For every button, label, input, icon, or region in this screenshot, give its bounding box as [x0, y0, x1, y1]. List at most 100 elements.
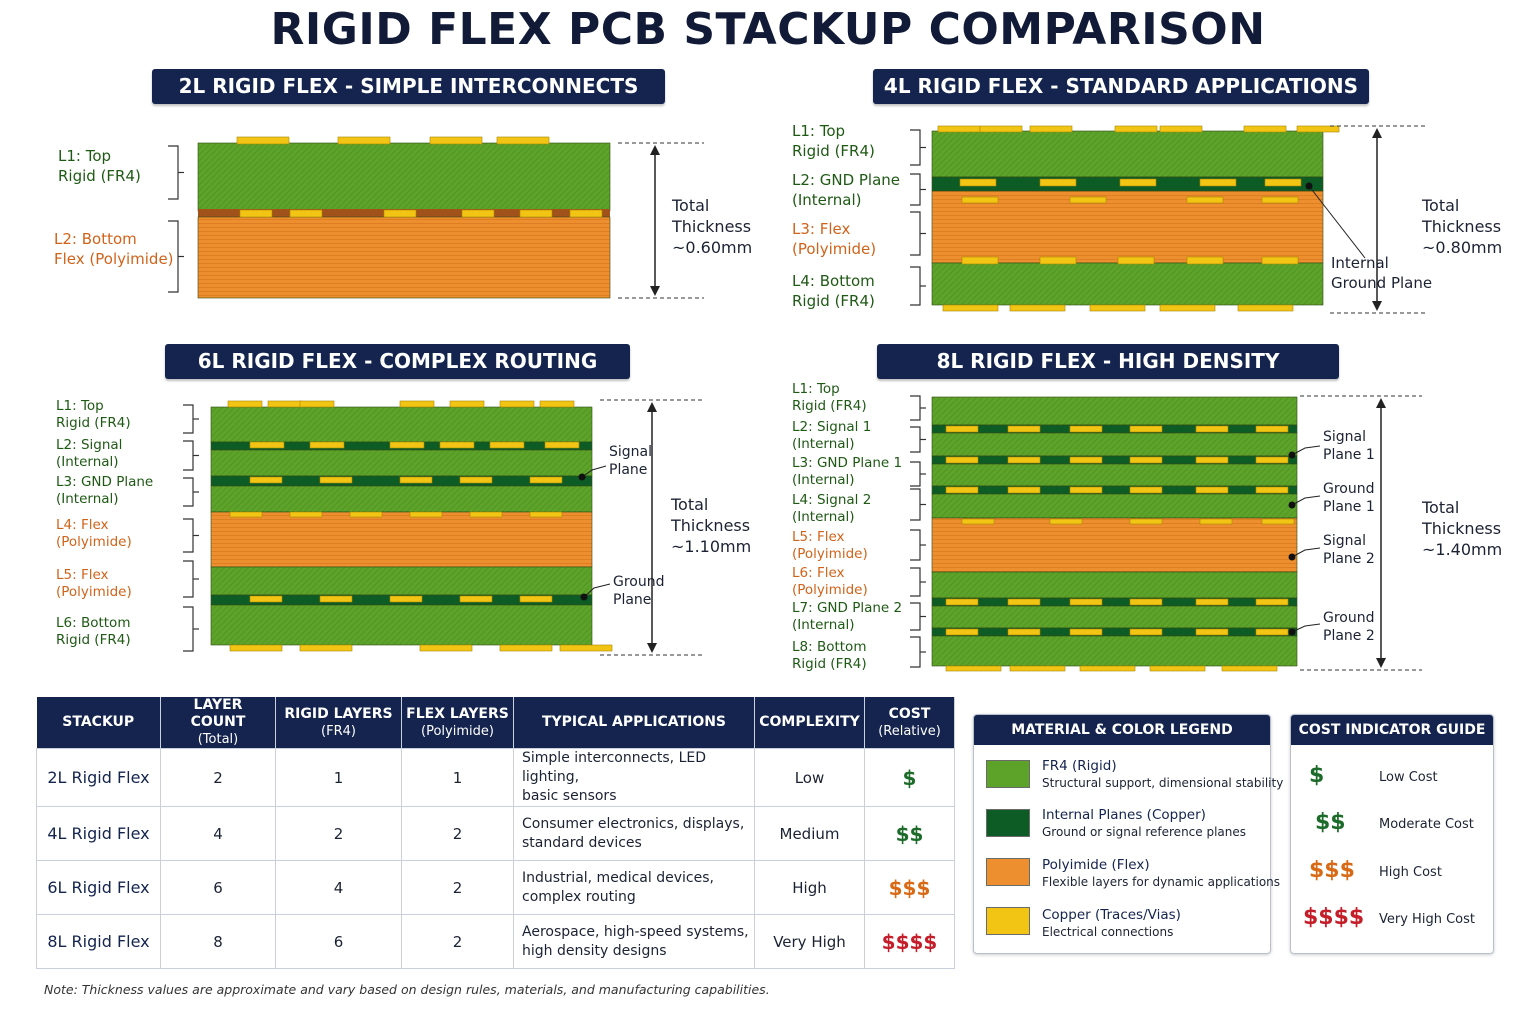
material-legend: MATERIAL & COLOR LEGEND FR4 (Rigid) Stru… [973, 714, 1283, 954]
copper-trace [1079, 665, 1136, 672]
stackup-6l-banner: 6L RIGID FLEX - COMPLEX ROUTING [165, 344, 630, 379]
copper-trace [1159, 125, 1203, 133]
copper-trace [1129, 598, 1163, 606]
copper-trace [1129, 628, 1163, 636]
fr4-layer [931, 130, 1324, 178]
column-header: LAYER COUNT (Total) [160, 697, 276, 749]
layer-label: L2: GND Plane (Internal) [792, 171, 901, 209]
copper-trace [945, 628, 979, 636]
callout-dot [1288, 501, 1296, 509]
copper-trace [1069, 425, 1103, 433]
copper-trace [1159, 304, 1216, 312]
stackup-cell: 2L Rigid Flex [36, 748, 161, 807]
cost-cell: $$$ [864, 860, 955, 915]
copper-trace [409, 511, 443, 518]
layer-bracket [183, 560, 194, 598]
copper-trace [429, 136, 483, 145]
layer-count-cell: 6 [160, 860, 276, 915]
layer-label: L5: Flex (Polyimide) [56, 567, 132, 600]
arrow-head [647, 402, 657, 412]
copper-trace [459, 476, 493, 484]
copper-trace [1195, 425, 1229, 433]
callout-dot [580, 593, 588, 601]
copper-trace [319, 476, 353, 484]
copper-trace [1243, 125, 1287, 133]
layer-bracket [910, 567, 921, 597]
legend-item-desc: Electrical connections [1042, 925, 1174, 939]
cost-label: Low Cost [1379, 770, 1438, 785]
fr4-layer [931, 605, 1298, 629]
total-thickness-label: Total Thickness ~1.10mm [671, 495, 752, 556]
arrow-head [650, 286, 660, 296]
copper-trace [1117, 256, 1155, 265]
callout-leader [583, 583, 611, 598]
table-row: 2L Rigid Flex 2 1 1 Simple interconnects… [36, 748, 955, 807]
layer-bracket [910, 529, 921, 561]
layer-bracket [910, 266, 921, 306]
copper-trace [459, 595, 493, 603]
flex-layers-cell: 2 [401, 914, 514, 969]
legend-item-desc: Structural support, dimensional stabilit… [1042, 776, 1284, 790]
legend-title: MATERIAL & COLOR LEGEND [974, 715, 1270, 745]
callout-leader [1291, 623, 1321, 633]
applications-cell: Simple interconnects, LED lighting, basic… [513, 748, 755, 807]
layer-bracket [168, 145, 179, 200]
complexity-cell: High [754, 860, 865, 915]
fr4-layer [931, 493, 1298, 519]
applications-cell: Aerospace, high-speed systems, high densi… [513, 914, 755, 969]
copper-trace [529, 511, 563, 518]
column-header: FLEX LAYERS (Polyimide) [401, 697, 514, 749]
layer-label: L1: Top Rigid (FR4) [56, 398, 131, 431]
arrow-head [1372, 128, 1382, 138]
copper-trace [519, 595, 553, 603]
polyimide-layer [931, 517, 1298, 573]
copper-trace [1007, 486, 1041, 494]
copper-trace [1009, 665, 1066, 672]
copper-trace [389, 441, 425, 449]
column-header: STACKUP [36, 697, 161, 749]
copper-trace [1114, 125, 1158, 133]
layer-label: L6: Bottom Rigid (FR4) [56, 615, 131, 648]
copper-trace [1195, 486, 1229, 494]
layer-count-cell: 8 [160, 914, 276, 969]
layer-label: L3: GND Plane (Internal) [56, 474, 154, 507]
callout-dot [578, 473, 586, 481]
layer-label: L5: Flex (Polyimide) [792, 529, 868, 562]
legend-item-title: Polyimide (Flex) [1042, 857, 1150, 873]
stackup-2l-diagram [168, 136, 704, 299]
copper-trace [399, 476, 433, 484]
layer-label: L4: Flex (Polyimide) [56, 517, 132, 550]
copper-trace [1089, 304, 1146, 312]
fr4-layer [931, 262, 1324, 306]
copper-trace [461, 209, 495, 218]
polyimide-swatch [986, 858, 1030, 886]
layer-label: L2: Bottom Flex (Polyimide) [54, 230, 174, 268]
fr4-layer [931, 635, 1298, 667]
internal-plane-layer [931, 455, 1298, 465]
copper-trace [1255, 456, 1289, 464]
copper-trace [1237, 304, 1294, 312]
copper-trace [1007, 598, 1041, 606]
copper-trace [249, 595, 283, 603]
stackup-4l-banner: 4L RIGID FLEX - STANDARD APPLICATIONS [873, 69, 1369, 104]
copper-trace [249, 441, 285, 449]
copper-trace [383, 209, 417, 218]
copper-trace [1195, 598, 1229, 606]
copper-trace [1069, 598, 1103, 606]
copper-trace [229, 644, 283, 652]
callout-leader [1308, 185, 1366, 259]
cost-label: High Cost [1379, 865, 1442, 880]
column-header: COST (Relative) [864, 697, 955, 749]
page-title: RIGID FLEX PCB STACKUP COMPARISON [270, 4, 1266, 55]
copper-trace [439, 441, 475, 449]
internal-plane-layer [931, 485, 1298, 495]
copper-trace [961, 196, 999, 204]
layer-bracket [183, 518, 194, 553]
callout-dot [1288, 451, 1296, 459]
fr4-swatch [986, 760, 1030, 788]
copper-trace [299, 400, 335, 408]
copper-trace [961, 256, 999, 265]
cost-label: Very High Cost [1379, 912, 1475, 927]
layer-label: L4: Bottom Rigid (FR4) [792, 272, 875, 310]
copper-trace [559, 644, 613, 652]
